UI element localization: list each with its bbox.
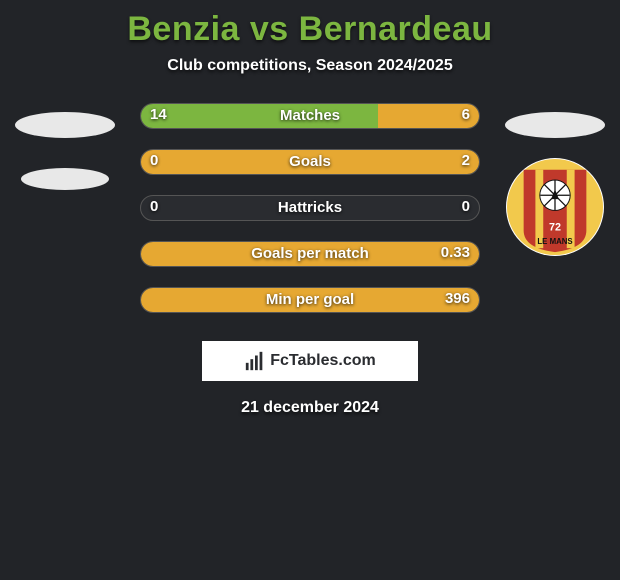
- stat-left-value: 14: [150, 106, 167, 123]
- stat-bar: Hattricks: [140, 195, 480, 221]
- stat-right-value: 2: [462, 152, 470, 169]
- stat-right-value: 6: [462, 106, 470, 123]
- chart-icon: [244, 350, 266, 372]
- date-text: 21 december 2024: [0, 399, 620, 417]
- brand-box: FcTables.com: [202, 341, 418, 381]
- page-title: Benzia vs Bernardeau: [0, 0, 620, 57]
- stat-row: 0Goals2: [0, 139, 620, 185]
- stat-bar: Matches: [140, 103, 480, 129]
- stat-label: Matches: [141, 107, 479, 124]
- stat-right-value: 0.33: [441, 244, 470, 261]
- stat-bar: Goals per match: [140, 241, 480, 267]
- stat-row: 14Matches6: [0, 93, 620, 139]
- stat-label: Min per goal: [141, 291, 479, 308]
- stat-bar: Goals: [140, 149, 480, 175]
- stat-row: 0Hattricks0: [0, 185, 620, 231]
- stat-right-value: 396: [445, 290, 470, 307]
- stats-container: 14Matches60Goals20Hattricks0Goals per ma…: [0, 93, 620, 323]
- brand-text: FcTables.com: [270, 352, 376, 370]
- stat-label: Goals per match: [141, 245, 479, 262]
- stat-right-value: 0: [462, 198, 470, 215]
- stat-bar: Min per goal: [140, 287, 480, 313]
- stat-label: Hattricks: [141, 199, 479, 216]
- stat-label: Goals: [141, 153, 479, 170]
- stat-left-value: 0: [150, 152, 158, 169]
- stat-row: Min per goal396: [0, 277, 620, 323]
- stat-left-value: 0: [150, 198, 158, 215]
- subtitle: Club competitions, Season 2024/2025: [0, 57, 620, 75]
- stat-row: Goals per match0.33: [0, 231, 620, 277]
